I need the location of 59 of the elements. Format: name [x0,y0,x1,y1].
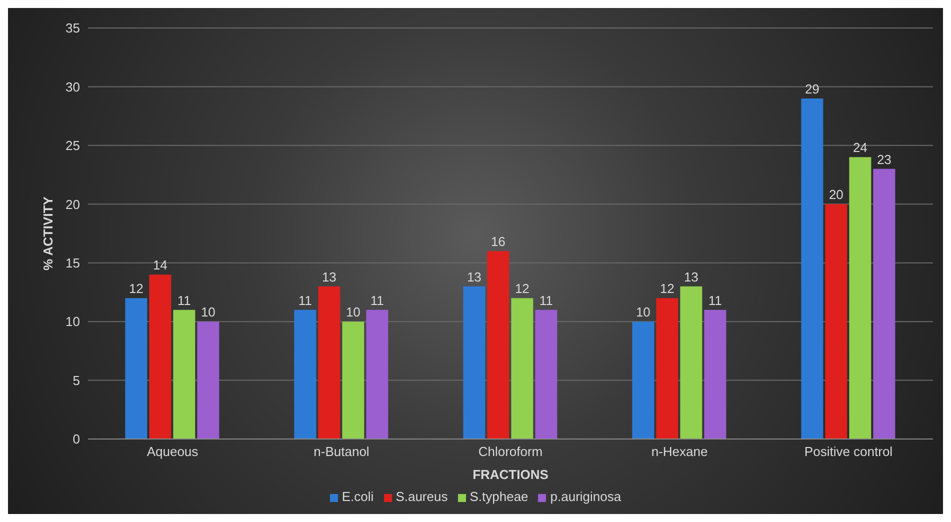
data-label: 12 [128,281,144,296]
data-label: 10 [346,304,360,320]
bar [487,251,510,439]
y-tick-label: 10 [66,314,80,330]
data-label: 11 [370,292,384,308]
data-label: 20 [828,187,844,202]
data-label: 14 [152,258,168,273]
data-label: 11 [177,292,191,308]
bar [366,310,388,439]
data-label: 16 [490,234,506,250]
bar [294,310,316,439]
data-label: 10 [200,304,216,320]
y-tick-label: 25 [66,138,80,154]
data-label: 12 [660,281,674,296]
data-label: 23 [876,152,892,167]
y-tick-label: 30 [66,79,80,94]
y-tick-label: 35 [66,20,80,36]
y-axis-title: % ACTIVITY [40,196,56,270]
legend-label: S.typheae [470,489,528,504]
data-label: 13 [684,269,698,284]
x-tick-label: n-Butanol [314,444,370,460]
bar [535,310,558,439]
x-axis-title: FRACTIONS [472,467,549,482]
bar [197,322,220,439]
bar [680,286,702,439]
bar [656,298,678,439]
bar [849,157,872,439]
bar [125,298,148,439]
data-label: 11 [298,292,312,308]
legend-label: S.aureus [396,489,448,504]
x-tick-label: n-Hexane [651,444,708,460]
bar [342,322,364,439]
data-label: 11 [539,292,553,308]
bar [173,310,196,439]
legend-label: p.auriginosa [550,489,622,504]
bar [511,298,534,439]
x-tick-label: Positive control [804,444,893,460]
bar [318,286,340,439]
data-label: 13 [322,269,336,284]
bar [463,286,486,439]
data-label: 29 [804,81,820,96]
x-tick-label: Aqueous [146,444,199,460]
bar [704,310,726,439]
y-tick-label: 15 [66,255,80,270]
bar [825,204,848,439]
data-label: 10 [636,304,650,320]
y-tick-label: 20 [66,196,80,212]
bar [873,168,896,439]
data-label: 12 [514,281,530,296]
bar [632,322,654,439]
legend-label: E.coli [342,489,374,504]
y-tick-label: 5 [72,372,80,388]
data-label: 24 [852,140,868,156]
bar [801,98,824,439]
data-label: 13 [466,269,482,284]
x-tick-label: Chloroform [478,444,543,460]
data-label: 11 [708,292,722,308]
bar [149,274,172,439]
y-tick-label: 0 [72,432,80,447]
